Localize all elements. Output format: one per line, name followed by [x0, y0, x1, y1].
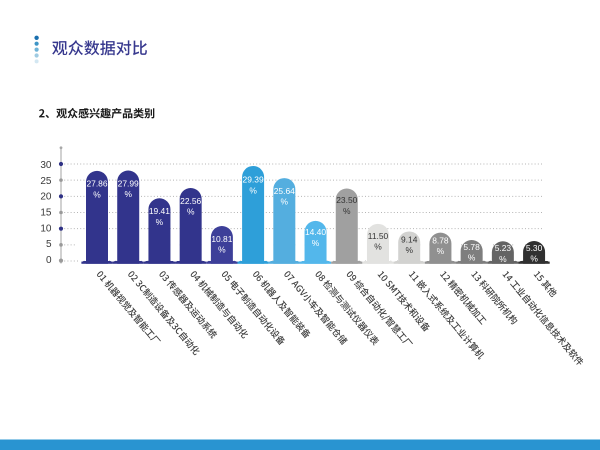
- svg-text:%: %: [437, 246, 445, 256]
- svg-text:%: %: [124, 189, 132, 199]
- svg-text:25.64: 25.64: [274, 186, 295, 196]
- svg-text:%: %: [468, 253, 476, 263]
- svg-text:30: 30: [40, 160, 52, 171]
- svg-text:29.39: 29.39: [243, 174, 264, 184]
- svg-text:%: %: [218, 245, 226, 255]
- svg-text:5.78: 5.78: [463, 242, 480, 252]
- svg-text:27.99: 27.99: [118, 178, 139, 188]
- svg-text:23.50: 23.50: [336, 195, 357, 205]
- svg-text:9.14: 9.14: [401, 234, 418, 244]
- svg-text:14.40: 14.40: [305, 227, 326, 237]
- svg-text:19.41: 19.41: [149, 206, 170, 216]
- svg-text:%: %: [156, 217, 164, 227]
- svg-text:%: %: [405, 245, 413, 255]
- svg-text:%: %: [343, 206, 351, 216]
- svg-text:10.81: 10.81: [211, 234, 232, 244]
- svg-text:20: 20: [40, 192, 52, 203]
- svg-text:5.30: 5.30: [526, 243, 543, 253]
- svg-text:5.23: 5.23: [495, 243, 512, 253]
- svg-text:%: %: [249, 185, 257, 195]
- svg-text:%: %: [281, 197, 289, 207]
- svg-text:%: %: [530, 254, 538, 264]
- svg-text:10: 10: [40, 223, 52, 234]
- svg-text:11.50: 11.50: [368, 231, 389, 241]
- svg-text:25: 25: [40, 176, 52, 187]
- svg-text:%: %: [499, 254, 507, 264]
- svg-text:8.78: 8.78: [432, 235, 449, 245]
- svg-text:%: %: [312, 238, 320, 248]
- svg-text:27.86: 27.86: [86, 179, 107, 189]
- svg-text:15: 15: [40, 208, 52, 219]
- svg-text:%: %: [93, 190, 101, 200]
- svg-text:%: %: [374, 242, 382, 252]
- svg-text:22.56: 22.56: [180, 196, 201, 206]
- svg-text:%: %: [187, 207, 195, 217]
- svg-text:5: 5: [46, 239, 52, 250]
- svg-text:0: 0: [46, 255, 52, 266]
